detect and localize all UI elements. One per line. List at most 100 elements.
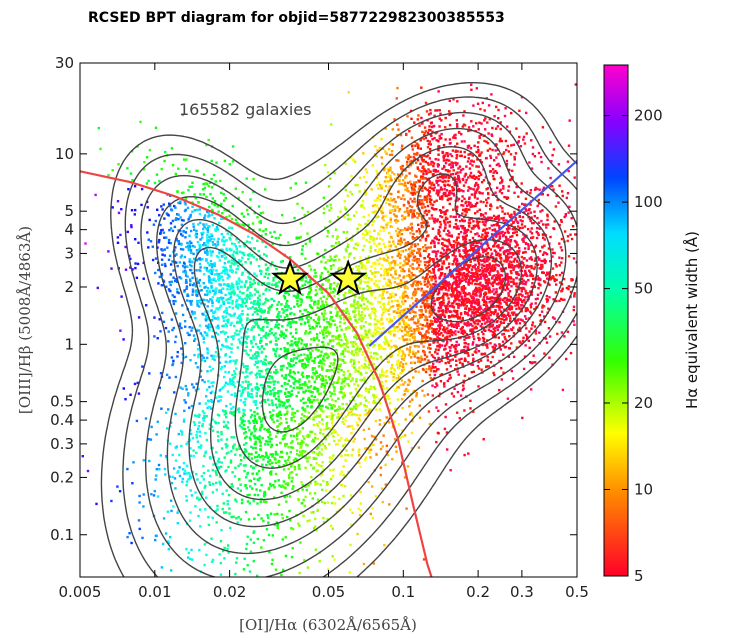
galaxy-point — [223, 262, 227, 265]
galaxy-point — [305, 376, 309, 379]
galaxy-point — [301, 244, 304, 248]
galaxy-point — [255, 392, 258, 395]
galaxy-point — [231, 284, 234, 288]
galaxy-point — [252, 400, 255, 403]
galaxy-point — [566, 160, 570, 163]
galaxy-point — [231, 160, 235, 163]
galaxy-point — [244, 376, 247, 379]
galaxy-point — [157, 268, 160, 272]
galaxy-point — [306, 457, 309, 460]
galaxy-point — [208, 290, 212, 294]
galaxy-point — [260, 517, 263, 520]
galaxy-point — [448, 283, 452, 286]
galaxy-point — [191, 558, 194, 561]
galaxy-point — [224, 315, 227, 318]
galaxy-point — [259, 401, 262, 404]
galaxy-point — [217, 318, 220, 321]
galaxy-point — [182, 270, 185, 273]
galaxy-point — [313, 395, 317, 398]
galaxy-point — [284, 334, 288, 337]
galaxy-point — [158, 386, 161, 389]
galaxy-point — [380, 316, 383, 320]
galaxy-point — [203, 416, 206, 419]
galaxy-point — [316, 469, 319, 472]
galaxy-point — [338, 333, 341, 337]
galaxy-point — [399, 253, 402, 257]
galaxy-point — [218, 259, 222, 262]
galaxy-point — [220, 217, 223, 220]
galaxy-point — [275, 406, 279, 409]
galaxy-point — [172, 505, 175, 508]
galaxy-point — [516, 299, 519, 302]
galaxy-point — [218, 307, 221, 310]
galaxy-point — [374, 249, 377, 252]
galaxy-point — [94, 193, 97, 197]
galaxy-point — [252, 559, 255, 563]
galaxy-point — [364, 447, 367, 450]
galaxy-point — [327, 278, 331, 281]
galaxy-point — [247, 518, 251, 521]
galaxy-point — [326, 397, 329, 401]
galaxy-point — [418, 404, 421, 407]
galaxy-point — [358, 260, 362, 264]
galaxy-point — [344, 415, 348, 418]
galaxy-point — [221, 324, 224, 328]
galaxy-point — [308, 380, 311, 383]
galaxy-point — [375, 394, 378, 397]
galaxy-point — [411, 329, 414, 333]
galaxy-point — [149, 438, 153, 441]
galaxy-point — [188, 278, 192, 281]
galaxy-point — [207, 405, 211, 409]
galaxy-point — [488, 281, 491, 285]
galaxy-point — [231, 373, 234, 377]
galaxy-point — [314, 432, 317, 436]
galaxy-point — [286, 483, 290, 487]
galaxy-point — [225, 269, 228, 272]
galaxy-point — [211, 263, 214, 266]
galaxy-point — [240, 212, 244, 215]
galaxy-point — [306, 232, 309, 235]
galaxy-point — [148, 459, 151, 463]
galaxy-point — [343, 376, 347, 380]
galaxy-point — [220, 433, 223, 436]
galaxy-point — [374, 495, 377, 498]
galaxy-point — [298, 430, 302, 433]
galaxy-point — [372, 401, 375, 404]
galaxy-point — [343, 333, 346, 336]
galaxy-point — [346, 342, 349, 345]
galaxy-point — [230, 262, 233, 265]
galaxy-point — [279, 431, 283, 434]
galaxy-point — [403, 295, 407, 298]
galaxy-point — [453, 295, 457, 299]
galaxy-point — [167, 288, 171, 291]
galaxy-point — [184, 274, 188, 277]
galaxy-point — [502, 315, 506, 318]
galaxy-point — [210, 202, 214, 205]
galaxy-point — [362, 237, 365, 240]
galaxy-point — [215, 481, 218, 485]
galaxy-point — [374, 284, 378, 287]
galaxy-point — [214, 310, 217, 313]
galaxy-point — [259, 257, 263, 261]
galaxy-point — [416, 287, 420, 290]
galaxy-point — [317, 315, 321, 319]
galaxy-point — [439, 380, 443, 383]
galaxy-point — [243, 427, 247, 431]
galaxy-point — [388, 421, 391, 424]
galaxy-point — [229, 461, 233, 464]
galaxy-point — [190, 329, 193, 332]
galaxy-point — [379, 473, 382, 477]
galaxy-point — [175, 261, 178, 264]
galaxy-point — [278, 423, 281, 426]
galaxy-point — [239, 489, 242, 492]
galaxy-point — [212, 381, 215, 384]
galaxy-point — [177, 218, 180, 221]
galaxy-point — [357, 404, 361, 407]
galaxy-point — [201, 490, 204, 494]
galaxy-point — [332, 495, 336, 499]
galaxy-point — [337, 397, 340, 400]
galaxy-point — [223, 199, 226, 202]
galaxy-point — [246, 375, 249, 378]
galaxy-point — [129, 172, 133, 175]
galaxy-point — [320, 409, 324, 413]
